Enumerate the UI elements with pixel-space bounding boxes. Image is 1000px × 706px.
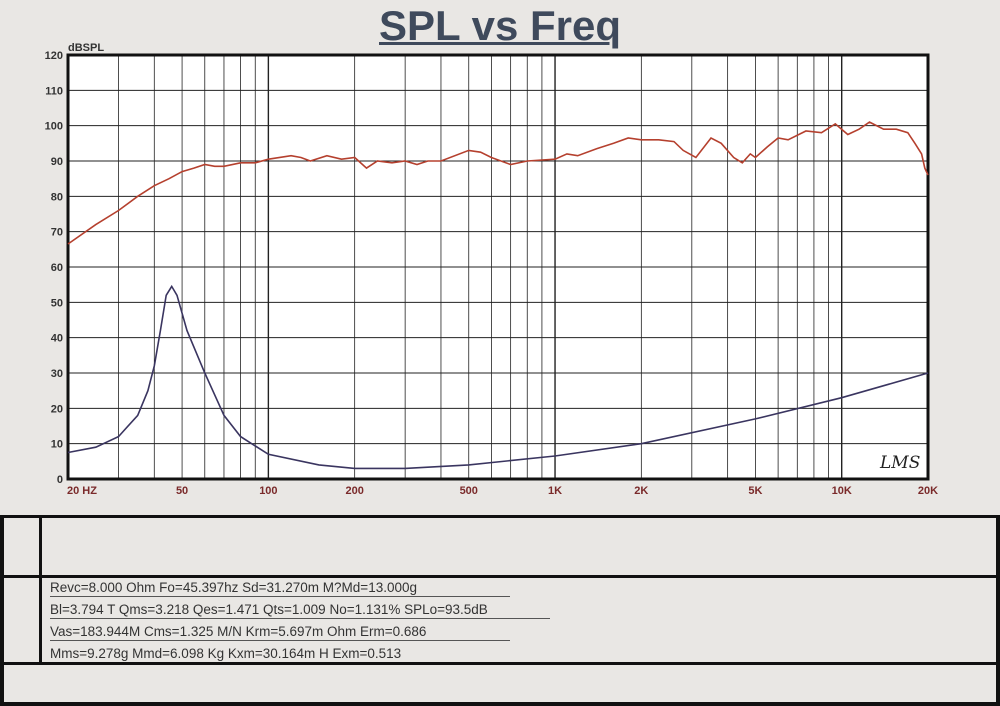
x-tick-label: 10K: [832, 485, 852, 497]
param-line-2: Bl=3.794 T Qms=3.218 Qes=1.471 Qts=1.009…: [50, 602, 550, 619]
y-tick-label: 30: [51, 368, 63, 380]
y-tick-label: 110: [45, 85, 63, 97]
y-tick-label: 80: [51, 191, 63, 203]
param-line-3: Vas=183.944M Cms=1.325 M/N Krm=5.697m Oh…: [50, 624, 510, 641]
x-tick-label: 1K: [548, 485, 562, 497]
table-line-bottom: [0, 702, 1000, 706]
y-tick-label: 60: [51, 262, 63, 274]
series-impedance: [67, 284, 929, 470]
x-tick-label: 2K: [634, 485, 648, 497]
y-tick-label: 0: [57, 474, 63, 486]
y-tick-label: 10: [51, 439, 63, 451]
spl-chart: 0 10 20 30 40 50 60 70 80 90 100 110 120 20 HZ 50 100 20…: [45, 42, 939, 497]
table-line-mid: [3, 575, 997, 578]
table-column-divider: [39, 515, 42, 665]
y-tick-label: 50: [51, 297, 63, 309]
y-tick-label: 70: [51, 227, 63, 239]
y-axis-label: dBSPL: [68, 42, 104, 54]
y-tick-label: 20: [51, 403, 63, 415]
x-tick-label: 20K: [918, 485, 938, 497]
y-tick-label: 90: [51, 156, 63, 168]
x-tick-label: 100: [259, 485, 277, 497]
table-line-top: [3, 515, 997, 518]
param-line-1: Revc=8.000 Ohm Fo=45.397hz Sd=31.270m M?…: [50, 580, 510, 597]
lms-logo: LMS: [879, 453, 920, 473]
param-line-4: Mms=9.278g Mmd=6.098 Kg Kxm=30.164m H Ex…: [50, 646, 402, 661]
x-tick-label: 50: [176, 485, 188, 497]
table-left-border: [0, 515, 4, 706]
x-tick-label: 5K: [748, 485, 762, 497]
series-spl: [67, 121, 929, 245]
y-tick-label: 120: [45, 50, 63, 62]
chart-title: SPL vs Freq: [379, 2, 621, 49]
x-tick-label: 200: [345, 485, 363, 497]
table-right-border: [996, 515, 1000, 706]
table-line-params-end: [3, 662, 997, 665]
x-tick-label: 20 HZ: [67, 485, 97, 497]
y-tick-label: 40: [51, 333, 63, 345]
x-tick-label: 500: [460, 485, 478, 497]
plot-border: [66, 53, 930, 481]
y-tick-label: 100: [45, 121, 63, 133]
